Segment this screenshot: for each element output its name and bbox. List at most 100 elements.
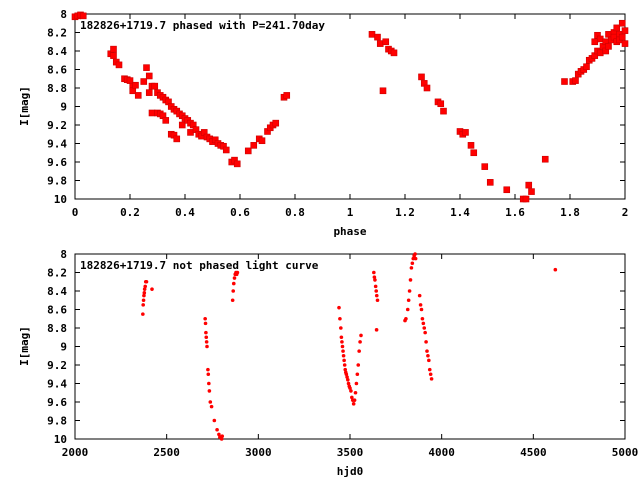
y-tick-label: 8.4 xyxy=(47,45,67,58)
data-point xyxy=(525,181,533,189)
data-point xyxy=(407,289,412,293)
data-point xyxy=(341,353,346,358)
data-point xyxy=(390,49,398,57)
data-point xyxy=(142,291,147,295)
plot-frame xyxy=(74,13,626,200)
data-point xyxy=(231,281,236,286)
data-point xyxy=(173,135,181,143)
data-point xyxy=(350,395,354,400)
data-point xyxy=(345,375,349,379)
x-tick-label: 3500 xyxy=(337,446,364,459)
chart-title: 182826+1719.7 phased with P=241.70day xyxy=(80,19,325,32)
data-point xyxy=(376,40,384,47)
data-point xyxy=(621,40,629,47)
data-point xyxy=(110,45,117,53)
data-point xyxy=(374,293,379,298)
chart-title: 182826+1719.7 not phased light curve xyxy=(80,259,319,272)
data-point xyxy=(215,427,219,432)
data-point xyxy=(207,381,211,386)
data-point xyxy=(148,109,156,117)
data-point xyxy=(348,386,352,390)
y-tick-label: 9.2 xyxy=(47,119,67,132)
data-point xyxy=(462,129,469,136)
data-point xyxy=(374,33,381,41)
y-tick-label: 9 xyxy=(60,341,67,354)
data-point xyxy=(351,402,356,406)
data-point xyxy=(178,121,186,129)
data-point xyxy=(235,270,240,275)
data-point xyxy=(219,437,224,441)
data-point xyxy=(357,349,361,353)
data-point xyxy=(528,188,535,195)
data-point xyxy=(258,137,266,145)
data-point xyxy=(613,24,621,32)
data-point xyxy=(522,195,530,203)
data-point xyxy=(408,278,413,282)
data-point xyxy=(423,84,431,92)
data-point xyxy=(382,38,390,46)
y-axis-label: I[mag] xyxy=(18,86,31,126)
data-point xyxy=(596,35,604,43)
data-point xyxy=(205,344,209,349)
data-point xyxy=(541,155,549,163)
data-point xyxy=(143,64,150,71)
data-point xyxy=(352,398,357,402)
data-point xyxy=(503,186,511,194)
y-tick-label: 8.8 xyxy=(47,322,67,335)
data-point xyxy=(373,284,378,289)
data-point xyxy=(212,418,217,423)
data-point xyxy=(423,330,427,335)
x-tick-label: 0.4 xyxy=(175,206,195,219)
data-point xyxy=(343,367,348,372)
data-point xyxy=(110,52,117,59)
data-point xyxy=(206,367,210,372)
data-point xyxy=(203,316,207,321)
data-point xyxy=(337,305,341,310)
data-point xyxy=(426,353,430,358)
data-point xyxy=(618,19,626,27)
data-point xyxy=(417,293,422,298)
data-point xyxy=(406,298,411,303)
data-point xyxy=(342,363,347,367)
data-point xyxy=(553,267,558,272)
data-point xyxy=(437,100,445,108)
data-point xyxy=(410,261,415,266)
data-point xyxy=(150,287,154,291)
x-tick-label: 2500 xyxy=(153,446,180,459)
data-point xyxy=(230,298,235,303)
x-tick-label: 1 xyxy=(347,206,354,219)
y-tick-label: 8.2 xyxy=(47,27,67,40)
y-tick-label: 9 xyxy=(60,101,67,114)
data-point xyxy=(429,377,434,381)
data-point xyxy=(250,142,258,149)
data-point xyxy=(355,372,360,377)
x-tick-label: 0.6 xyxy=(230,206,250,219)
data-point xyxy=(486,179,494,186)
data-point xyxy=(132,81,139,89)
data-point xyxy=(140,78,148,85)
y-tick-label: 9.2 xyxy=(47,359,67,372)
x-axis-label: hjd0 xyxy=(337,465,364,478)
data-point xyxy=(344,372,349,377)
plot-frame xyxy=(74,253,626,440)
data-point xyxy=(572,77,579,84)
data-point xyxy=(283,92,291,99)
x-tick-label: 1.8 xyxy=(560,206,580,219)
data-point xyxy=(621,27,629,34)
x-tick-label: 1.4 xyxy=(450,206,470,219)
x-tick-label: 5000 xyxy=(612,446,639,459)
x-tick-label: 0.2 xyxy=(120,206,140,219)
data-point xyxy=(583,63,590,71)
data-point xyxy=(204,335,209,340)
y-tick-label: 8 xyxy=(60,8,67,21)
data-point xyxy=(134,92,142,99)
data-point xyxy=(356,363,361,367)
data-point xyxy=(618,33,626,41)
y-tick-label: 9.6 xyxy=(47,156,67,169)
y-tick-label: 8.2 xyxy=(47,267,67,280)
data-point xyxy=(440,107,447,115)
data-point xyxy=(346,381,351,386)
data-point xyxy=(420,316,425,321)
data-point xyxy=(596,49,604,57)
